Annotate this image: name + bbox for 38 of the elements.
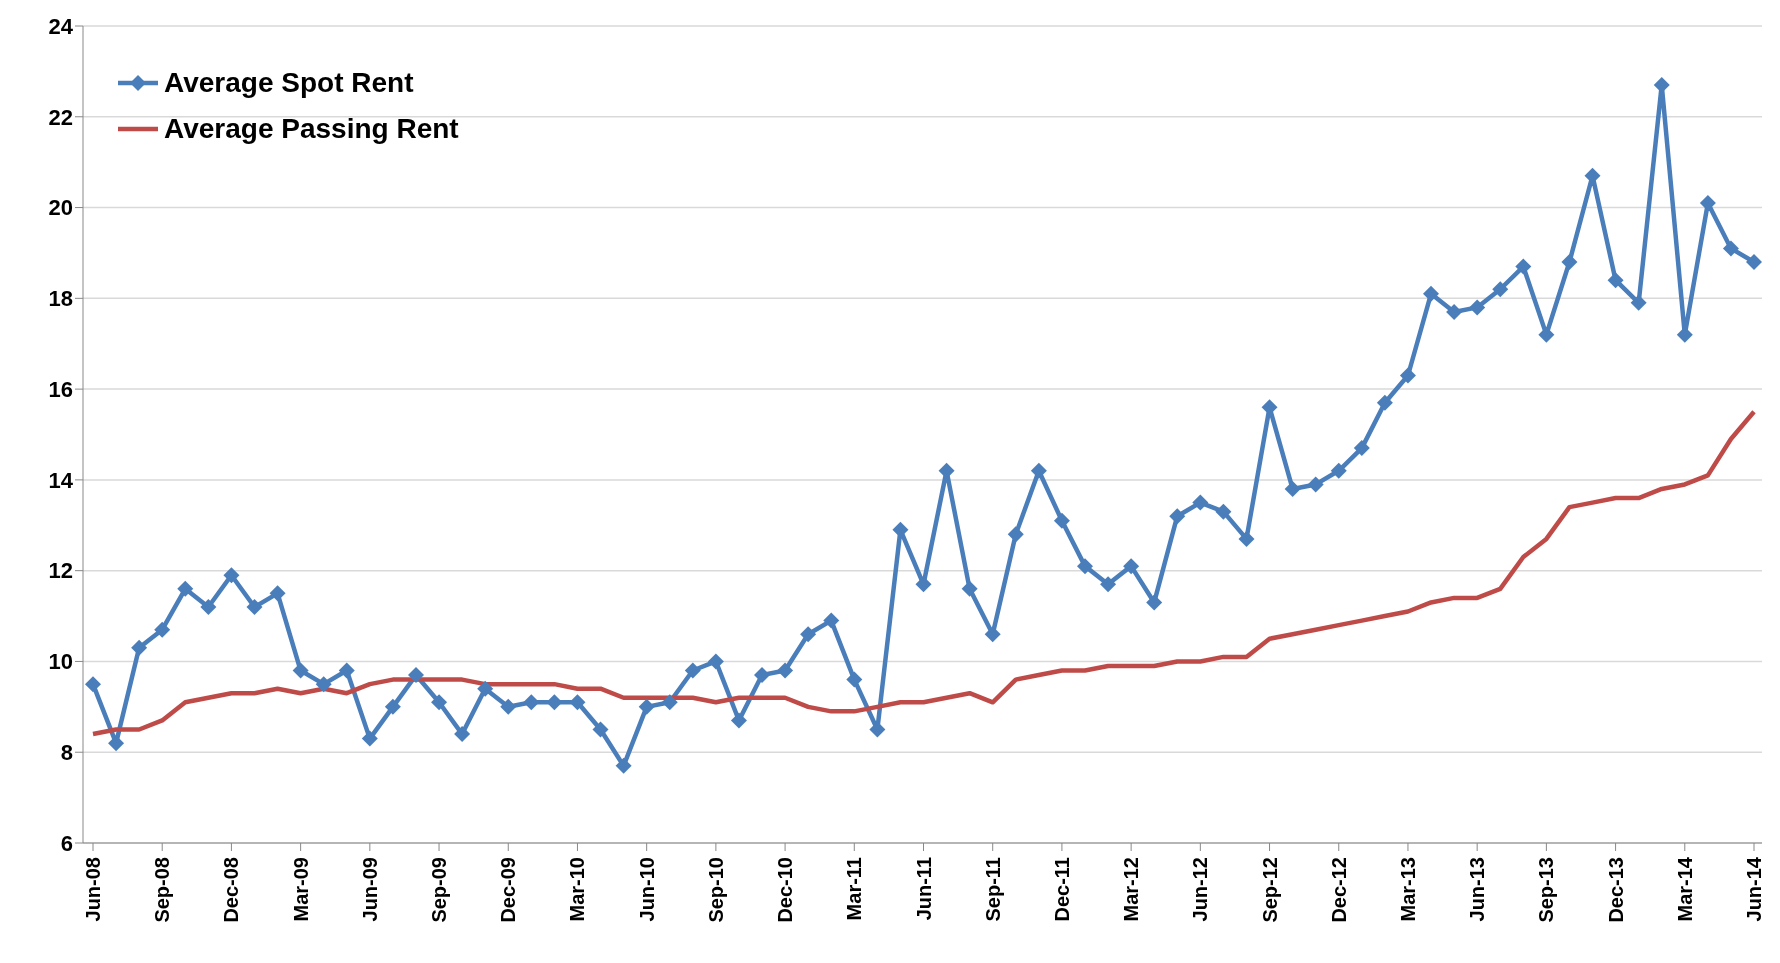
x-tick-label: Sep-10: [704, 857, 727, 923]
x-tick-label: Sep-08: [151, 857, 174, 923]
y-tick-label: 8: [60, 740, 73, 766]
x-tick-label: Jun-09: [358, 857, 381, 922]
y-tick-label: 24: [48, 13, 74, 39]
x-tick-label: Jun-08: [82, 857, 104, 922]
y-tick-label: 18: [48, 286, 73, 312]
legend-label: Average Passing Rent: [164, 113, 459, 145]
x-tick-label: Mar-13: [1396, 857, 1419, 922]
line-series: [90, 409, 1757, 737]
x-tick-label: Sep-13: [1535, 857, 1558, 923]
x-tick-label: Mar-09: [289, 857, 312, 922]
x-tick-label: Mar-10: [566, 857, 589, 922]
y-tick-label: 20: [48, 195, 73, 221]
y-tick-label: 12: [48, 558, 73, 584]
x-tick-label: Dec-11: [1050, 857, 1073, 922]
legend-label: Average Spot Rent: [164, 67, 414, 99]
x-tick-label: Jun-13: [1466, 857, 1489, 922]
y-tick-label: 22: [48, 104, 73, 130]
y-tick-label: 10: [48, 649, 73, 675]
x-tick-label: Dec-12: [1327, 857, 1350, 923]
x-tick-label: Mar-14: [1673, 856, 1696, 922]
x-tick-label: Dec-10: [774, 857, 797, 923]
x-tick-label: Jun-10: [635, 857, 658, 922]
x-tick-label: Sep-11: [981, 857, 1004, 922]
x-tick-label: Dec-13: [1604, 857, 1627, 923]
x-tick-label: Sep-09: [428, 857, 451, 923]
x-tick-label: Jun-12: [1189, 857, 1212, 922]
x-tick-label: Mar-12: [1120, 857, 1143, 922]
x-tick-label: Sep-12: [1258, 857, 1281, 923]
y-tick-label: 14: [48, 467, 74, 493]
x-tick-label: Jun-11: [912, 857, 935, 921]
x-tick-label: Dec-09: [497, 857, 520, 923]
x-tick-label: Dec-08: [220, 857, 243, 923]
y-tick-label: 16: [48, 376, 73, 402]
x-tick-label: Jun-14: [1743, 856, 1765, 922]
y-tick-label: 6: [60, 830, 73, 856]
x-tick-label: Mar-11: [843, 857, 866, 921]
